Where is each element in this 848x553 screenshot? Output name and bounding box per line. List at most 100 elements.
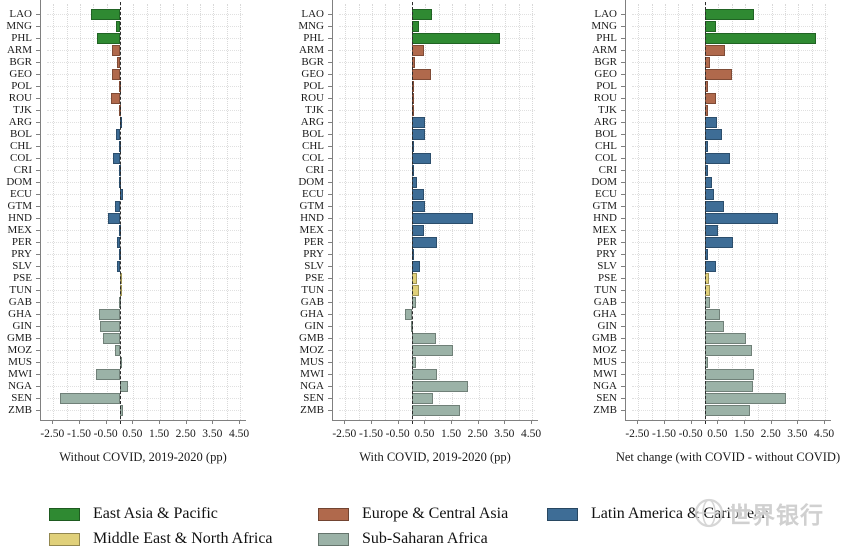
y-tick <box>36 146 40 147</box>
horizontal-gridline <box>632 326 828 327</box>
vertical-gridline <box>438 4 440 420</box>
country-label-zmb: ZMB <box>8 404 32 416</box>
vertical-gridline <box>240 4 241 420</box>
bar-bol <box>115 128 120 140</box>
vertical-gridline <box>66 4 68 420</box>
horizontal-gridline <box>632 266 828 267</box>
horizontal-gridline <box>47 290 243 291</box>
y-tick <box>328 230 332 231</box>
horizontal-gridline <box>632 254 828 255</box>
y-tick <box>621 338 625 339</box>
bar-geo <box>111 68 120 80</box>
country-label-gha: GHA <box>300 308 324 320</box>
country-label-dom: DOM <box>298 176 324 188</box>
country-label-lao: LAO <box>594 8 617 20</box>
vertical-gridline <box>200 4 201 420</box>
y-tick <box>328 158 332 159</box>
country-label-tjk: TJK <box>13 104 32 116</box>
country-label-bgr: BGR <box>594 56 617 68</box>
vertical-gridline <box>93 4 95 420</box>
country-label-ecu: ECU <box>10 188 32 200</box>
bar-slv <box>117 260 120 272</box>
y-tick <box>36 254 40 255</box>
y-tick <box>328 98 332 99</box>
y-tick <box>36 62 40 63</box>
y-tick <box>621 218 625 219</box>
legend-swatch-eca <box>318 507 349 521</box>
y-tick <box>621 386 625 387</box>
country-label-gmb: GMB <box>6 332 32 344</box>
vertical-gridline <box>478 4 480 420</box>
axis-title: With COVID, 2019-2020 (pp) <box>359 450 511 464</box>
y-tick <box>621 86 625 87</box>
horizontal-gridline <box>632 230 828 231</box>
horizontal-gridline <box>632 62 828 63</box>
horizontal-gridline <box>47 74 243 75</box>
country-label-dom: DOM <box>6 176 32 188</box>
vertical-gridline <box>133 4 135 420</box>
panel-3: LAO MNG PHL ARM BGR GEO POL ROU TJK ARG BOL CHL COL C… <box>585 0 840 470</box>
horizontal-gridline <box>632 206 828 207</box>
x-tick <box>477 420 479 424</box>
vertical-gridline <box>345 4 347 420</box>
horizontal-gridline <box>339 122 535 123</box>
axis-title: Without COVID, 2019-2020 (pp) <box>59 450 227 464</box>
bar-ecu <box>705 188 715 200</box>
horizontal-gridline <box>632 26 828 27</box>
y-tick <box>36 302 40 303</box>
watermark-text: 世界银行 <box>728 503 824 528</box>
bar-nga <box>120 380 128 392</box>
y-tick <box>328 374 332 375</box>
country-label-pry: PRY <box>11 248 32 260</box>
horizontal-gridline <box>632 290 828 291</box>
y-tick <box>328 398 332 399</box>
horizontal-gridline <box>339 194 535 195</box>
y-tick <box>36 86 40 87</box>
vertical-gridline <box>651 4 653 420</box>
x-tick-label: -0.50 <box>678 428 703 440</box>
y-tick <box>328 254 332 255</box>
country-label-sen: SEN <box>596 392 617 404</box>
x-tick <box>105 420 107 424</box>
country-label-mex: MEX <box>592 224 617 236</box>
vertical-gridline <box>173 4 175 420</box>
y-tick <box>621 74 625 75</box>
vertical-gridline <box>664 4 666 420</box>
x-tick <box>637 420 639 424</box>
bar-col <box>705 152 731 164</box>
country-label-bol: BOL <box>595 128 617 140</box>
bar-arm <box>111 44 120 56</box>
country-label-gtm: GTM <box>299 200 324 212</box>
x-tick-label: 0.50 <box>122 428 143 440</box>
y-tick <box>36 38 40 39</box>
vertical-gridline <box>358 4 360 420</box>
horizontal-gridline <box>47 26 243 27</box>
y-tick <box>36 206 40 207</box>
x-axis-line <box>625 420 831 421</box>
bar-phl <box>97 32 120 44</box>
country-label-col: COL <box>10 152 32 164</box>
bar-arg <box>705 116 717 128</box>
x-tick-label: 1.50 <box>440 428 462 440</box>
country-label-zmb: ZMB <box>593 404 617 416</box>
country-label-gtm: GTM <box>7 200 32 212</box>
bar-gmb <box>705 332 747 344</box>
country-label-rou: ROU <box>300 92 324 104</box>
x-tick <box>663 420 665 424</box>
country-label-bgr: BGR <box>9 56 32 68</box>
country-label-mex: MEX <box>299 224 324 236</box>
vertical-gridline <box>532 4 533 420</box>
country-label-arm: ARM <box>6 44 32 56</box>
horizontal-gridline <box>339 86 535 87</box>
horizontal-gridline <box>339 158 535 159</box>
bar-sen <box>59 392 120 404</box>
y-tick <box>328 146 332 147</box>
x-tick <box>370 420 372 424</box>
country-label-tjk: TJK <box>598 104 617 116</box>
country-label-chl: CHL <box>595 140 617 152</box>
vertical-gridline <box>385 4 387 420</box>
y-tick <box>328 38 332 39</box>
country-label-col: COL <box>595 152 617 164</box>
country-label-slv: SLV <box>304 260 324 272</box>
country-label-mus: MUS <box>300 356 324 368</box>
